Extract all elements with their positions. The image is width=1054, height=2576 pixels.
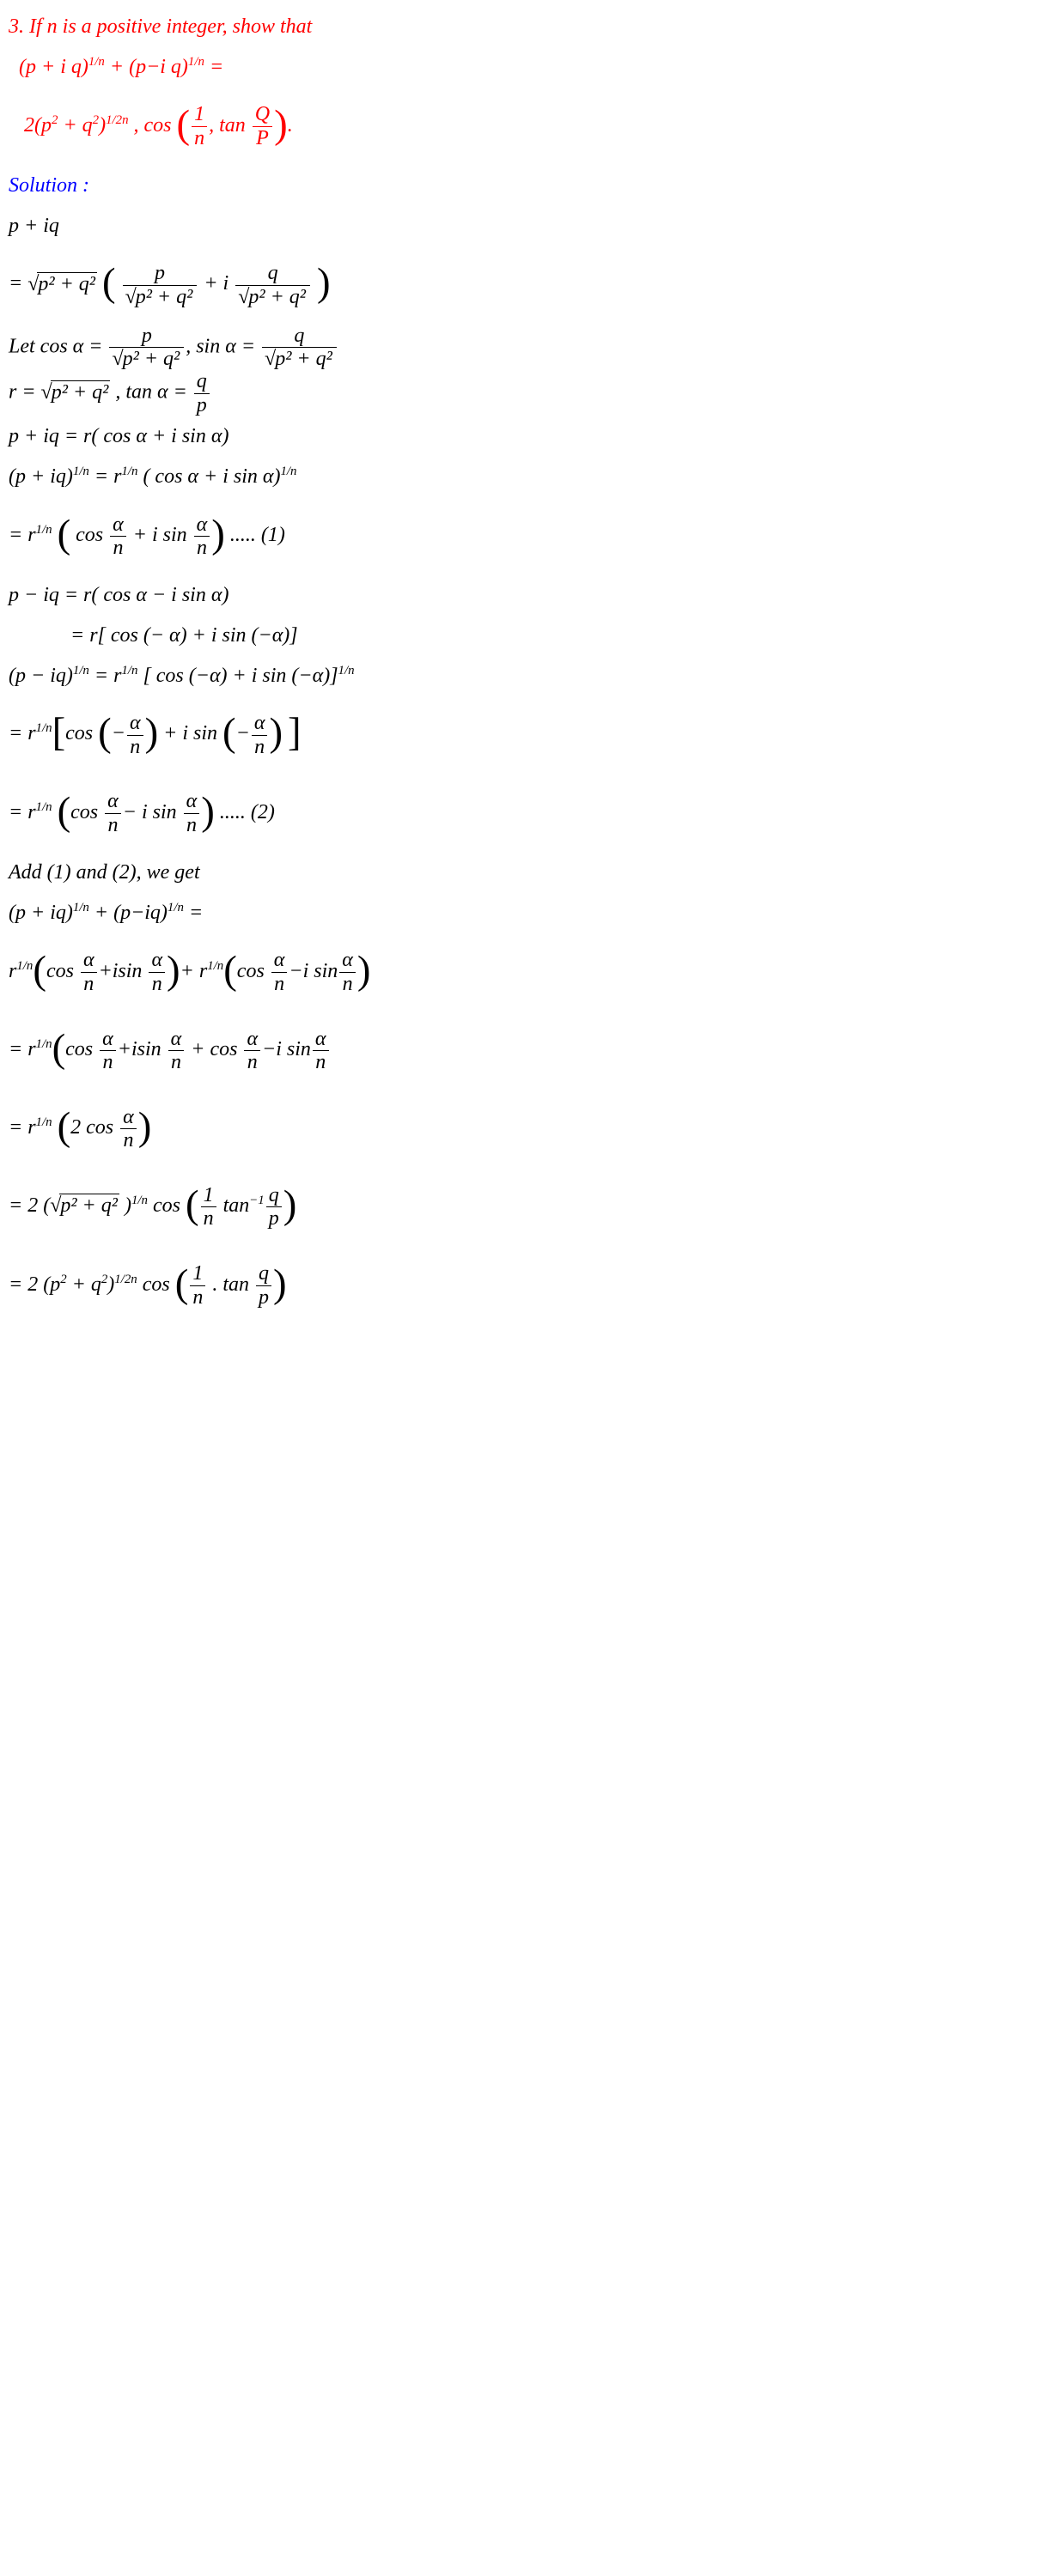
step-line: = √p² + q² ( p√p² + q² + i q√p² + q² ) (9, 246, 1045, 324)
problem-line-2: (p + i q)1/n + (p−i q)1/n = (9, 47, 1045, 88)
step-line: Add (1) and (2), we get (9, 853, 1045, 893)
step-line: (p − iq)1/n = r1/n [ cos (−α) + i sin (−… (9, 656, 1045, 696)
step-line: p − iq = r( cos α − i sin α) (9, 575, 1045, 616)
step-line: p + iq = r( cos α + i sin α) (9, 416, 1045, 457)
problem-line-3: 2(p2 + q2)1/2n , cos (1n, tan QP). (9, 88, 1045, 166)
step-line: r1/n(cos αn+isin αn)+ r1/n(cos αn−i sinα… (9, 933, 1045, 1012)
step-line: = r1/n (2 cos αn) (9, 1090, 1045, 1168)
step-line: = r1/n[cos (−αn) + i sin (−αn) ] (9, 696, 1045, 774)
problem-heading: 3. If n is a positive integer, show that (9, 7, 1045, 47)
step-line: = r1/n ( cos αn + i sin αn) ..... (1) (9, 497, 1045, 575)
step-line: = r1/n (cos αn− i sin αn) ..... (2) (9, 775, 1045, 853)
step-line: = 2 (p2 + q2)1/2n cos (1n . tan qp) (9, 1247, 1045, 1325)
step-line: Let cos α = p√p² + q², sin α = q√p² + q² (9, 325, 1045, 371)
step-line: = r[ cos (− α) + i sin (−α)] (9, 616, 1045, 656)
step-line: (p + iq)1/n = r1/n ( cos α + i sin α)1/n (9, 457, 1045, 497)
step-line: = r1/n(cos αn+isin αn + cos αn−i sinαn (9, 1012, 1045, 1090)
solution-heading: Solution : (9, 166, 1045, 206)
step-line: p + iq (9, 206, 1045, 246)
step-line: = 2 (√p² + q² )1/n cos (1n tan−1qp) (9, 1168, 1045, 1246)
step-line: r = √p² + q² , tan α = qp (9, 370, 1045, 416)
step-line: (p + iq)1/n + (p−iq)1/n = (9, 893, 1045, 933)
